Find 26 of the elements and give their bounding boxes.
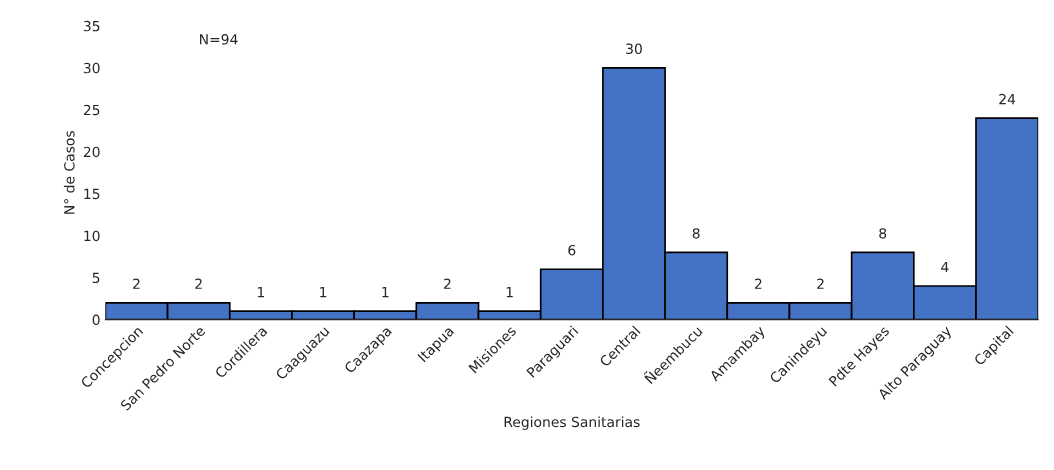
y-tick-label: 35 (83, 20, 100, 32)
data-label: 2 (754, 278, 762, 289)
y-tick-label: 10 (84, 230, 100, 242)
data-label: 2 (817, 278, 824, 289)
y-tick-label: 30 (83, 62, 100, 74)
data-label: 1 (320, 287, 327, 298)
y-axis-title: N° de Casos (63, 131, 75, 214)
data-label: 2 (195, 278, 202, 289)
data-label: 24 (999, 93, 1016, 105)
annotation: N=94 (200, 34, 238, 45)
y-tick-label: 25 (83, 104, 100, 116)
data-label: 8 (879, 228, 887, 239)
data-label: 1 (506, 287, 513, 298)
data-label: 4 (941, 261, 949, 273)
data-label: 1 (257, 287, 264, 298)
y-tick-label: 5 (92, 272, 100, 284)
data-label: 8 (692, 228, 700, 239)
data-label: 2 (133, 278, 140, 289)
x-axis-title: Regiones Sanitarias (504, 416, 640, 430)
y-tick-label: 20 (83, 146, 100, 158)
y-tick-label: 15 (84, 188, 100, 200)
data-label: 2 (444, 278, 451, 289)
data-label: 30 (626, 43, 642, 55)
data-label: 6 (568, 244, 576, 256)
y-tick-label: 0 (92, 314, 100, 326)
data-label: 1 (382, 287, 389, 298)
